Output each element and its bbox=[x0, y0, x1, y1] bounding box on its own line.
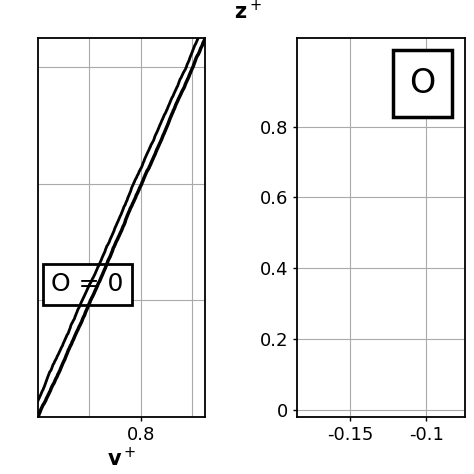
Text: O = 0: O = 0 bbox=[51, 273, 124, 296]
X-axis label: v$^+$: v$^+$ bbox=[107, 447, 136, 470]
Text: z$^+$: z$^+$ bbox=[234, 0, 262, 23]
Text: O: O bbox=[410, 67, 436, 100]
